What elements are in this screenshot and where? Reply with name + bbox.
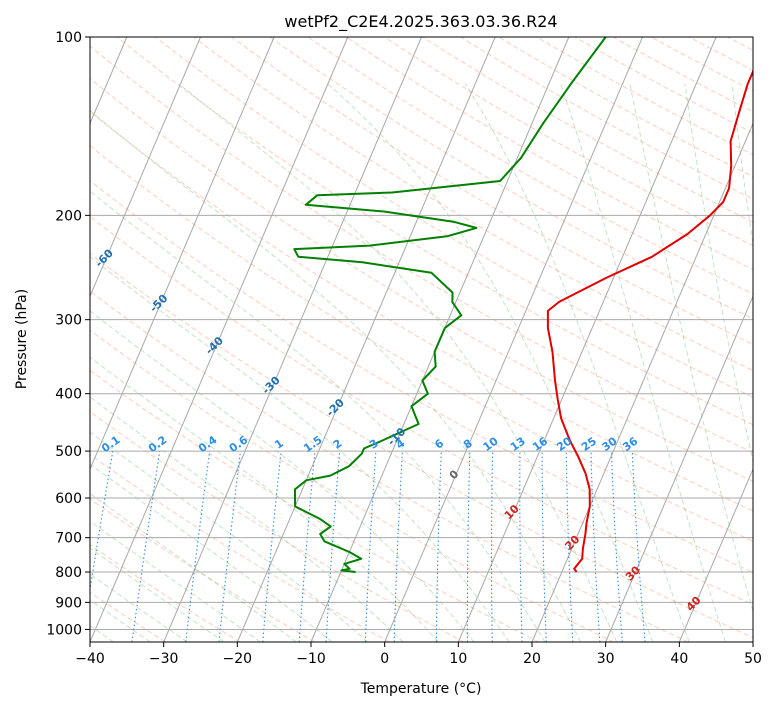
y-tick-label: 100	[55, 30, 82, 46]
moist-adiabat	[90, 190, 546, 642]
isotherm-line	[384, 37, 643, 642]
isotherm-line	[90, 37, 275, 471]
moist-adiabat	[90, 573, 188, 642]
sounding-line-1	[293, 37, 607, 573]
isotherm-line	[236, 37, 496, 642]
x-tick-label: 50	[744, 651, 762, 667]
mixing-ratio-line	[218, 451, 242, 642]
x-tick-label: 0	[380, 651, 389, 667]
y-tick-label: 300	[55, 313, 82, 329]
dry-adiabat	[90, 111, 753, 512]
plot-grid	[90, 37, 753, 642]
y-tick-label: 900	[55, 595, 82, 611]
axes: −40 −30 −20 −10 0 10 20 30 40 50 100 200 300 400 500 60…	[46, 30, 762, 667]
moist-adiabat	[90, 256, 510, 642]
dry-adiabat	[90, 369, 540, 642]
mixing-ratio-line	[185, 451, 211, 642]
isotherm-line	[531, 122, 753, 642]
y-tick-label: 200	[55, 208, 82, 224]
plot-series	[293, 37, 753, 573]
moist-adiabat	[327, 83, 654, 642]
dry-adiabat	[90, 498, 315, 642]
x-tick-label: 30	[597, 651, 615, 667]
y-tick-label: 1000	[46, 622, 82, 638]
isotherm-line	[605, 295, 753, 642]
dry-adiabat	[90, 180, 753, 573]
dry-adiabat	[90, 215, 753, 606]
y-tick-label: 400	[55, 387, 82, 403]
dry-adiabat	[90, 454, 390, 642]
moist-adiabat	[684, 83, 753, 463]
moist-adiabat	[90, 310, 475, 642]
x-tick-label: −10	[296, 651, 326, 667]
dry-adiabat	[90, 591, 166, 642]
sounding-line-0	[546, 68, 753, 573]
dry-adiabat	[90, 411, 465, 642]
dry-adiabat	[307, 37, 753, 295]
dry-adiabat	[90, 45, 753, 454]
moist-adiabat	[90, 396, 404, 642]
dry-adiabat	[231, 37, 753, 345]
moist-adiabat	[90, 520, 261, 642]
mixing-ratio-line	[631, 451, 646, 642]
mixing-ratio-line	[298, 451, 316, 642]
y-tick-label: 700	[55, 531, 82, 547]
dry-adiabat	[193, 37, 753, 371]
isotherm-line	[90, 37, 349, 642]
x-tick-label: −20	[223, 651, 253, 667]
moist-adiabat	[629, 83, 753, 613]
dry-adiabat	[90, 145, 753, 542]
isotherm-line	[163, 37, 422, 642]
x-tick-label: −30	[149, 651, 179, 667]
mixing-ratio-line	[262, 451, 282, 642]
plot-frame	[89, 36, 754, 643]
moist-adiabat	[464, 83, 690, 642]
x-tick-label: 40	[670, 651, 688, 667]
y-tick-label: 600	[55, 491, 82, 507]
moist-adiabat	[90, 599, 151, 642]
isotherm-line	[90, 37, 201, 298]
x-axis-title: Temperature (°C)	[360, 681, 482, 697]
x-tick-label: −40	[75, 651, 105, 667]
x-tick-label: 10	[449, 651, 467, 667]
y-tick-label: 500	[55, 444, 82, 460]
x-tick-label: 20	[523, 651, 541, 667]
chart-title: wetPf2_C2E4.2025.363.03.36.R24	[284, 12, 557, 32]
isotherm-line	[457, 37, 717, 642]
dry-adiabat	[269, 37, 753, 320]
moist-adiabat	[90, 109, 582, 642]
moist-adiabat	[90, 356, 439, 642]
mixing-ratio-line	[131, 451, 161, 642]
dry-adiabat	[90, 77, 753, 482]
y-axis-title: Pressure (hPa)	[14, 289, 30, 389]
moist-adiabat	[90, 463, 333, 642]
isotherm-line	[678, 467, 753, 642]
y-tick-label: 800	[55, 565, 82, 581]
dry-adiabat	[90, 290, 689, 642]
moist-adiabat	[560, 83, 727, 642]
